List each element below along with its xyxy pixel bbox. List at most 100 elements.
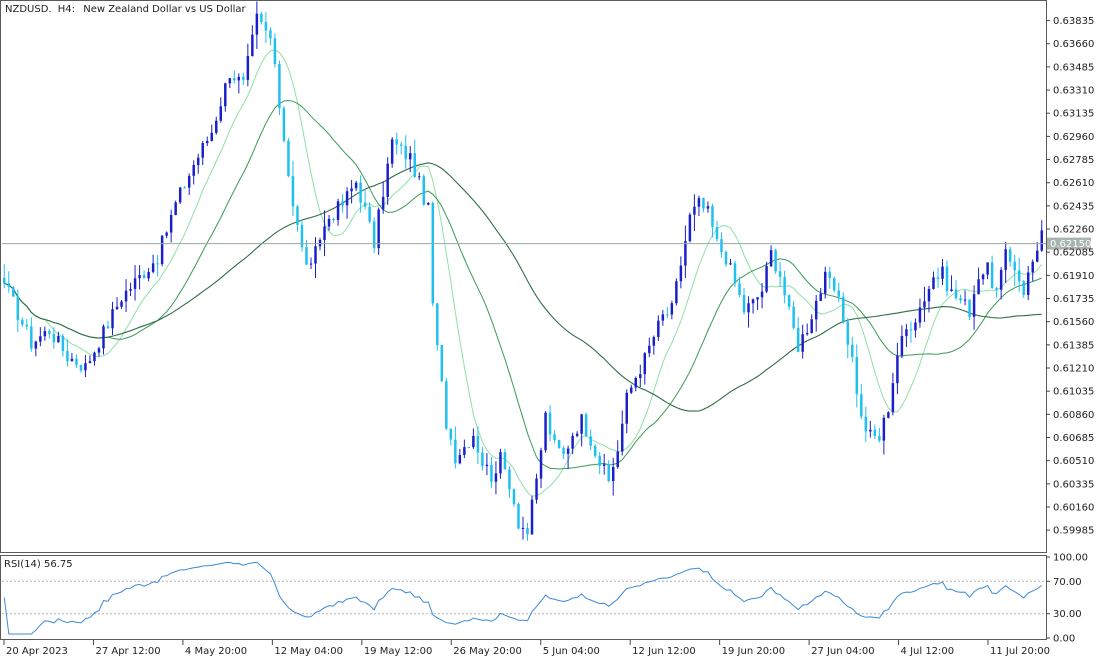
candle-body	[48, 330, 51, 334]
candle-bullish	[336, 198, 340, 226]
candle-bearish	[341, 193, 344, 213]
candle-body	[512, 489, 516, 505]
candle-bullish	[616, 440, 619, 469]
time-tick-label: 20 Apr 2023	[6, 646, 68, 657]
candle-body	[530, 499, 534, 535]
candle-bearish	[711, 203, 714, 238]
candle-bullish	[639, 364, 642, 388]
candle-body	[932, 277, 935, 289]
candle-body	[70, 358, 74, 362]
candle-body	[494, 473, 498, 482]
candle-bullish	[972, 285, 976, 330]
candle-body	[1017, 270, 1021, 282]
candle-body	[309, 263, 313, 265]
candle-body	[639, 374, 642, 378]
candle-bearish	[3, 264, 6, 289]
candle-body	[765, 266, 768, 292]
candle-bullish	[418, 172, 421, 181]
candle-bullish	[657, 315, 660, 342]
candle-body	[611, 467, 615, 482]
symbol-description: New Zealand Dollar vs US Dollar	[83, 4, 246, 15]
candle-bearish	[12, 286, 15, 297]
candle-body	[427, 203, 430, 205]
candle-body	[851, 344, 854, 358]
candle-body	[7, 283, 11, 288]
price-tick-label: 0.62085	[1053, 248, 1094, 259]
candle-bearish	[183, 185, 186, 189]
candle-body	[675, 281, 678, 304]
candle-bullish	[999, 267, 1003, 300]
candle-bullish	[602, 453, 606, 475]
candle-bullish	[620, 410, 624, 456]
rsi-axis[interactable]: 100.00 70.00 30.00 0.00	[1046, 553, 1088, 645]
candle-bullish	[124, 279, 128, 312]
candle-bullish	[151, 254, 155, 274]
candle-body	[557, 440, 561, 449]
candle-body	[553, 434, 556, 441]
price-axis[interactable]: 0.63835 0.63660 0.63485 0.63310 0.63135 0.629…	[1046, 16, 1094, 537]
candle-body	[981, 274, 985, 280]
candle-bearish	[273, 33, 277, 68]
candle-body	[548, 412, 552, 435]
candle-bullish	[630, 384, 633, 395]
candle-body	[593, 445, 597, 456]
candle-body	[810, 319, 813, 334]
time-tick-label: 12 Jun 12:00	[632, 646, 696, 657]
candle-body	[607, 464, 610, 482]
candle-bullish	[427, 202, 430, 206]
candle-bullish	[521, 516, 525, 540]
candle-bullish	[228, 77, 232, 89]
candle-body	[602, 464, 606, 466]
candle-body	[702, 198, 705, 209]
candle-body	[801, 334, 804, 352]
candle-body	[941, 266, 944, 279]
candle-body	[517, 504, 520, 529]
candle-body	[535, 478, 538, 500]
candle-body	[1040, 230, 1043, 251]
candle-body	[688, 214, 692, 242]
rsi-tick-label: 100.00	[1053, 553, 1088, 564]
candle-body	[363, 202, 367, 207]
candle-bearish	[142, 270, 146, 279]
candle-body	[575, 433, 579, 436]
candle-body	[715, 227, 719, 240]
candle-body	[228, 78, 232, 84]
candle-body	[206, 140, 209, 144]
candle-bearish	[75, 354, 78, 368]
ma-slow-line	[4, 162, 1042, 412]
rsi-tick-label: 0.00	[1053, 634, 1075, 645]
candles	[3, 1, 1043, 541]
candle-body	[296, 206, 299, 225]
candle-bearish	[666, 306, 669, 319]
candle-body	[747, 303, 750, 313]
candle-body	[192, 165, 195, 176]
candle-bearish	[440, 344, 444, 382]
candle-body	[350, 188, 353, 192]
candle-bullish	[246, 43, 250, 87]
candle-body	[720, 239, 723, 252]
candle-bearish	[517, 502, 520, 530]
candle-bullish	[977, 267, 980, 295]
time-axis[interactable]: 20 Apr 2023 27 Apr 12:00 4 May 20:00 12 May…	[3, 640, 1050, 657]
candle-body	[598, 455, 601, 466]
candle-body	[120, 301, 123, 307]
candle-body	[395, 139, 398, 145]
candle-body	[580, 414, 583, 434]
candle-body	[196, 157, 200, 166]
candle-body	[390, 139, 394, 164]
candle-bearish	[909, 321, 913, 343]
candle-bullish	[900, 325, 904, 359]
candle-body	[418, 176, 421, 178]
candle-body	[1035, 250, 1039, 262]
candle-bearish	[467, 446, 471, 449]
candle-bullish	[129, 282, 132, 297]
candle-body	[499, 452, 502, 474]
candle-body	[12, 287, 15, 297]
candle-body	[147, 271, 150, 279]
candle-body	[963, 299, 967, 301]
candle-bearish	[422, 174, 426, 206]
candle-body	[458, 455, 462, 464]
price-tick-label: 0.61560	[1053, 317, 1094, 328]
candle-bearish	[363, 188, 367, 210]
